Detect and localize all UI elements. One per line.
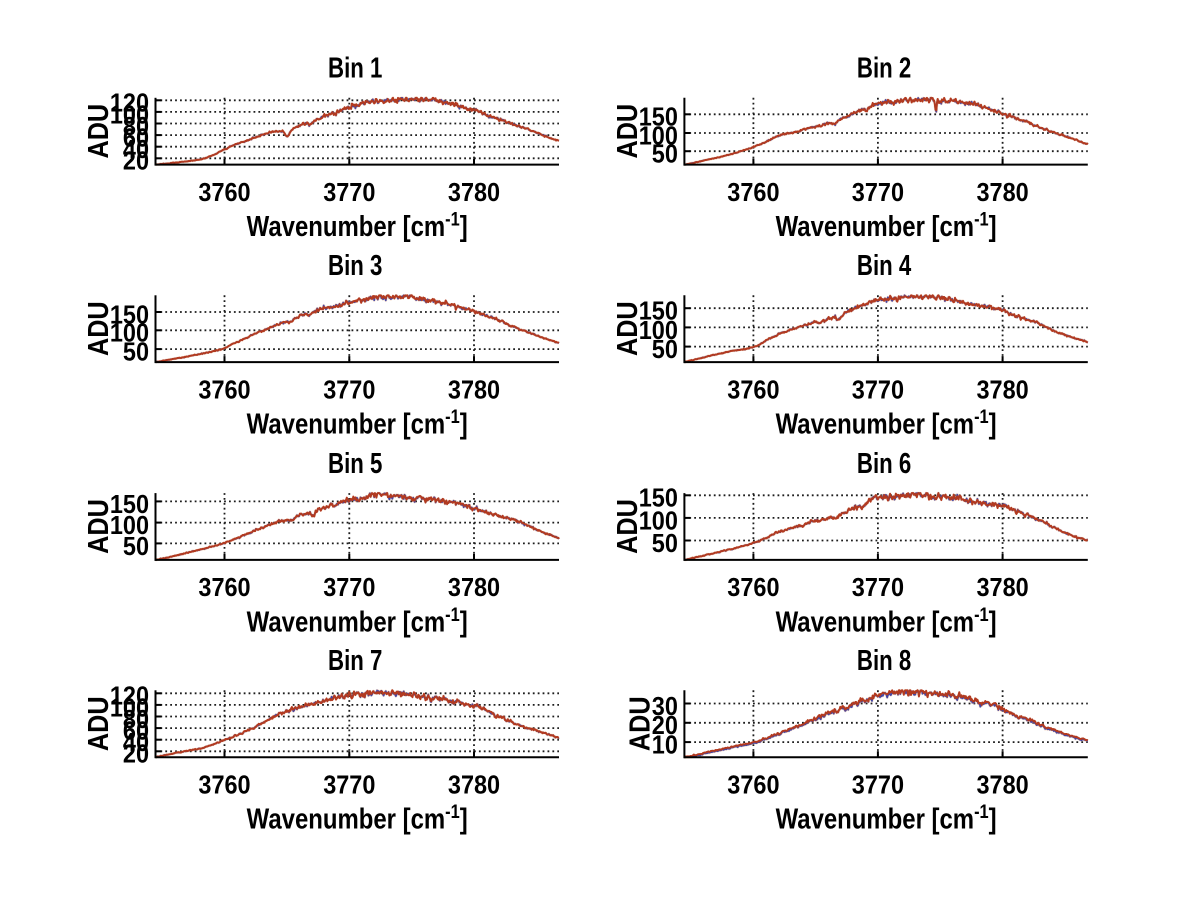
svg-text:20: 20 — [123, 148, 149, 176]
svg-text:150: 150 — [110, 302, 149, 330]
svg-text:100: 100 — [110, 101, 149, 129]
svg-text:3770: 3770 — [852, 376, 904, 404]
svg-text:ADU: ADU — [83, 301, 115, 356]
svg-text:Bin 8: Bin 8 — [857, 645, 911, 676]
svg-text:3780: 3780 — [977, 179, 1029, 207]
svg-text:Wavenumber [cm-1]: Wavenumber [cm-1] — [247, 801, 468, 835]
svg-text:3770: 3770 — [323, 772, 375, 800]
svg-text:60: 60 — [123, 718, 149, 746]
svg-text:3770: 3770 — [852, 179, 904, 207]
svg-text:50: 50 — [123, 339, 149, 367]
svg-text:20: 20 — [123, 741, 149, 769]
svg-text:120: 120 — [110, 90, 149, 118]
svg-text:80: 80 — [123, 113, 149, 141]
svg-text:100: 100 — [110, 320, 149, 348]
svg-text:3770: 3770 — [323, 179, 375, 207]
svg-text:3780: 3780 — [448, 179, 500, 207]
svg-text:3760: 3760 — [198, 376, 250, 404]
svg-text:3770: 3770 — [323, 376, 375, 404]
svg-text:3780: 3780 — [977, 574, 1029, 602]
svg-text:Wavenumber [cm-1]: Wavenumber [cm-1] — [247, 406, 468, 440]
svg-text:20: 20 — [652, 712, 678, 740]
svg-text:10: 10 — [652, 732, 678, 760]
svg-text:30: 30 — [652, 693, 678, 721]
svg-text:ADU: ADU — [83, 696, 115, 751]
svg-text:150: 150 — [110, 491, 149, 519]
svg-text:120: 120 — [110, 683, 149, 711]
svg-text:80: 80 — [123, 706, 149, 734]
svg-text:3760: 3760 — [727, 179, 779, 207]
svg-text:Wavenumber [cm-1]: Wavenumber [cm-1] — [247, 604, 468, 638]
svg-text:3760: 3760 — [198, 772, 250, 800]
svg-text:40: 40 — [123, 729, 149, 757]
svg-text:ADU: ADU — [612, 104, 644, 159]
svg-text:100: 100 — [639, 507, 678, 535]
svg-text:50: 50 — [652, 141, 678, 169]
svg-text:3780: 3780 — [448, 574, 500, 602]
svg-text:ADU: ADU — [612, 301, 644, 356]
svg-text:Bin 7: Bin 7 — [328, 645, 382, 676]
svg-text:100: 100 — [639, 317, 678, 345]
svg-text:3780: 3780 — [448, 772, 500, 800]
svg-text:50: 50 — [652, 336, 678, 364]
svg-text:40: 40 — [123, 136, 149, 164]
svg-text:Bin 3: Bin 3 — [328, 250, 382, 281]
svg-text:ADU: ADU — [83, 499, 115, 554]
svg-text:ADU: ADU — [624, 696, 656, 751]
svg-text:3760: 3760 — [727, 772, 779, 800]
svg-text:50: 50 — [652, 530, 678, 558]
svg-text:150: 150 — [639, 104, 678, 132]
svg-text:Wavenumber [cm-1]: Wavenumber [cm-1] — [776, 604, 997, 638]
svg-text:Bin 5: Bin 5 — [328, 448, 382, 479]
svg-text:Wavenumber [cm-1]: Wavenumber [cm-1] — [776, 208, 997, 242]
svg-text:150: 150 — [639, 485, 678, 513]
svg-text:3770: 3770 — [852, 772, 904, 800]
svg-text:Wavenumber [cm-1]: Wavenumber [cm-1] — [776, 406, 997, 440]
svg-text:ADU: ADU — [612, 499, 644, 554]
svg-text:3780: 3780 — [977, 376, 1029, 404]
svg-text:Bin 4: Bin 4 — [857, 250, 912, 281]
svg-text:3760: 3760 — [198, 574, 250, 602]
svg-text:100: 100 — [110, 512, 149, 540]
svg-text:150: 150 — [639, 298, 678, 326]
svg-text:3760: 3760 — [198, 179, 250, 207]
svg-text:3760: 3760 — [727, 376, 779, 404]
svg-text:Bin 6: Bin 6 — [857, 448, 911, 479]
svg-text:Bin 2: Bin 2 — [857, 53, 911, 84]
svg-text:Wavenumber [cm-1]: Wavenumber [cm-1] — [776, 801, 997, 835]
svg-text:3770: 3770 — [323, 574, 375, 602]
svg-text:Wavenumber [cm-1]: Wavenumber [cm-1] — [247, 208, 468, 242]
svg-text:3780: 3780 — [448, 376, 500, 404]
svg-text:Bin 1: Bin 1 — [328, 53, 382, 84]
svg-text:ADU: ADU — [83, 104, 115, 159]
svg-text:3770: 3770 — [852, 574, 904, 602]
svg-text:3760: 3760 — [727, 574, 779, 602]
svg-text:100: 100 — [639, 123, 678, 151]
svg-text:3780: 3780 — [977, 772, 1029, 800]
svg-text:50: 50 — [123, 533, 149, 561]
svg-text:100: 100 — [110, 694, 149, 722]
svg-text:60: 60 — [123, 125, 149, 153]
